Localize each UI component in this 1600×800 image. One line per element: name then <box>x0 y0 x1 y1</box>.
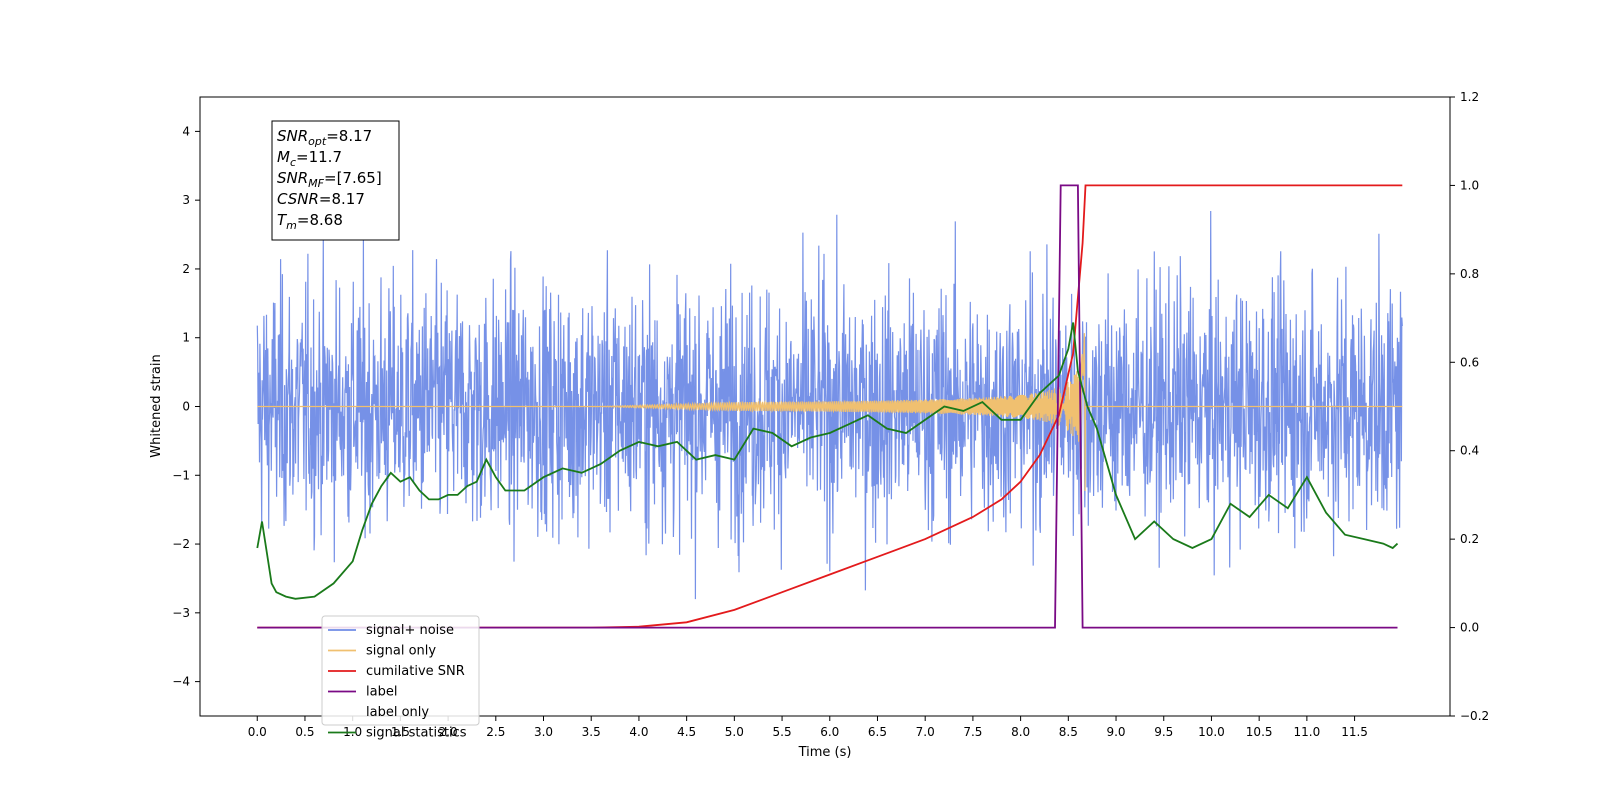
annotation-line: SNRMF=[7.65] <box>277 169 382 190</box>
x-tick-label: 10.5 <box>1246 725 1273 739</box>
x-tick-label: 2.0 <box>439 725 458 739</box>
x-tick-label: 11.0 <box>1294 725 1321 739</box>
x-tick-label: 5.5 <box>773 725 792 739</box>
x-tick-label: 6.5 <box>868 725 887 739</box>
annotation-line: Mc=11.7 <box>277 148 342 169</box>
x-tick-label: 3.5 <box>582 725 601 739</box>
x-tick-label: 0.5 <box>295 725 314 739</box>
signal-plus-noise-series <box>256 210 1403 600</box>
legend-label: signal+ noise <box>366 623 454 638</box>
x-axis-label: Time (s) <box>798 745 852 760</box>
x-tick-label: 8.5 <box>1059 725 1078 739</box>
annotation-frame <box>271 120 400 241</box>
x-tick-label: 10.0 <box>1198 725 1225 739</box>
legend-frame <box>321 615 480 726</box>
series-line-signal-statistics <box>256 322 1399 600</box>
signal-plus-noise-line <box>256 210 1403 600</box>
legend-label: label only <box>366 705 429 720</box>
y-tick-label: 3 <box>182 193 190 207</box>
signal-only-series <box>257 333 1403 492</box>
x-tick-label: 4.0 <box>629 725 648 739</box>
y2-tick-label: 0.2 <box>1460 532 1479 546</box>
x-tick-label: 8.0 <box>1011 725 1030 739</box>
y-tick-label: 4 <box>182 124 190 138</box>
legend-label: signal statistics <box>366 726 467 741</box>
y-tick-label: −3 <box>172 606 190 620</box>
x-tick-label: 9.5 <box>1154 725 1173 739</box>
x-tick-label: 0.0 <box>248 725 267 739</box>
legend-label: signal only <box>366 644 436 659</box>
legend: signal+ noise signal only cumilative SNR la… <box>321 615 480 741</box>
y-tick-label: 1 <box>182 331 190 345</box>
x-tick-label: 9.0 <box>1106 725 1125 739</box>
x-tick-label: 6.0 <box>820 725 839 739</box>
x-tick-label: 1.5 <box>391 725 410 739</box>
x-tick-label: 7.0 <box>916 725 935 739</box>
x-tick-label: 5.0 <box>725 725 744 739</box>
x-tick-label: 3.0 <box>534 725 553 739</box>
y2-tick-label: 1.0 <box>1460 178 1479 192</box>
y-tick-label: −1 <box>172 468 190 482</box>
y-tick-label: −2 <box>172 537 190 551</box>
line-series-group <box>256 184 1403 629</box>
y-tick-label: 0 <box>182 400 190 414</box>
y-tick-label: 2 <box>182 262 190 276</box>
x-tick-label: 2.5 <box>486 725 505 739</box>
x-tick-label: 11.5 <box>1341 725 1368 739</box>
annotation-line: Tm=8.68 <box>277 211 343 232</box>
y2-tick-label: 0.8 <box>1460 267 1479 281</box>
series-line-label <box>257 184 1398 629</box>
signal-only-line <box>257 333 1403 492</box>
y2-tick-label: 0.4 <box>1460 444 1479 458</box>
annotation-line: CSNR=8.17 <box>277 190 365 208</box>
y-axis-label: Whitened strain <box>149 354 164 457</box>
y2-tick-label: 0.6 <box>1460 355 1479 369</box>
annotation-line: SNRopt=8.17 <box>277 127 372 148</box>
axes-group: 0.0 0.5 1.0 1.5 2.0 2.5 3.0 3.5 4.0 4.5 5.0 5.5 6.0 6… <box>172 90 1489 739</box>
x-tick-label: 4.5 <box>677 725 696 739</box>
y2-tick-label: 1.2 <box>1460 90 1479 104</box>
y-tick-label: −4 <box>172 675 190 689</box>
legend-label: cumilative SNR <box>366 664 465 679</box>
legend-label: label <box>366 685 397 700</box>
y2-tick-label: 0.0 <box>1460 621 1479 635</box>
x-tick-label: 7.5 <box>963 725 982 739</box>
y2-tick-label: −0.2 <box>1460 709 1489 723</box>
